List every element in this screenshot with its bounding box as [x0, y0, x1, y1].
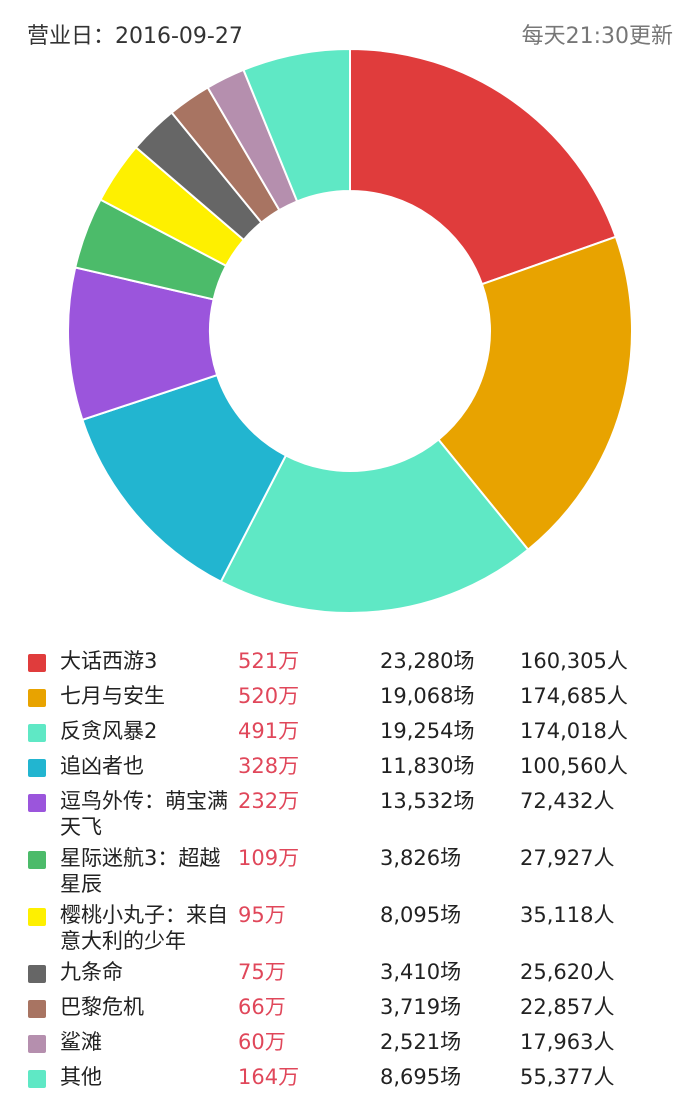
legend-swatch: [28, 851, 46, 869]
legend-swatch: [28, 1035, 46, 1053]
legend-swatch: [28, 654, 46, 672]
movie-name: 其他: [60, 1065, 102, 1089]
show-count: 13,532场: [380, 789, 475, 813]
donut-slice[interactable]: [81, 373, 288, 584]
movie-name: 九条命: [60, 960, 123, 984]
box-office: 491万: [238, 719, 300, 743]
audience-count: 160,305人: [520, 649, 628, 673]
audience-count: 17,963人: [520, 1030, 615, 1054]
movie-name: 大话西游3: [60, 649, 158, 673]
legend-row[interactable]: 其他 164万 8,695场 55,377人: [0, 1061, 700, 1096]
show-count: 23,280场: [380, 649, 475, 673]
show-count: 3,410场: [380, 960, 462, 984]
legend-swatch: [28, 689, 46, 707]
audience-count: 22,857人: [520, 995, 615, 1019]
legend-row[interactable]: 七月与安生 520万 19,068场 174,685人: [0, 680, 700, 715]
box-office: 75万: [238, 960, 286, 984]
movie-name: 七月与安生: [60, 684, 165, 708]
update-note: 每天21:30更新: [521, 24, 673, 49]
header: 营业日：2016-09-27 每天21:30更新: [0, 0, 700, 62]
movie-name: 鲨滩: [60, 1030, 102, 1054]
box-office: 232万: [238, 789, 300, 813]
box-office: 521万: [238, 649, 300, 673]
audience-count: 35,118人: [520, 903, 615, 927]
show-count: 2,521场: [380, 1030, 462, 1054]
box-office: 60万: [238, 1030, 286, 1054]
legend-row[interactable]: 逗鸟外传：萌宝满天飞 232万 13,532场 72,432人: [0, 785, 700, 842]
audience-count: 174,018人: [520, 719, 628, 743]
box-office: 109万: [238, 846, 300, 870]
donut-chart: [67, 47, 633, 614]
business-date: 营业日：2016-09-27: [27, 24, 243, 49]
legend-swatch: [28, 724, 46, 742]
donut-slice[interactable]: [219, 438, 530, 614]
box-office: 164万: [238, 1065, 300, 1089]
show-count: 8,095场: [380, 903, 462, 927]
legend-row[interactable]: 樱桃小丸子：来自意大利的少年 95万 8,095场 35,118人: [0, 899, 700, 956]
legend-swatch: [28, 1070, 46, 1088]
legend-swatch: [28, 759, 46, 777]
movie-name: 星际迷航3：超越星辰: [60, 846, 221, 896]
audience-count: 174,685人: [520, 684, 628, 708]
legend-row[interactable]: 鲨滩 60万 2,521场 17,963人: [0, 1026, 700, 1061]
legend-swatch: [28, 1000, 46, 1018]
legend-swatch: [28, 965, 46, 983]
show-count: 19,068场: [380, 684, 475, 708]
movie-name: 巴黎危机: [60, 995, 144, 1019]
donut-slice[interactable]: [437, 235, 633, 552]
audience-count: 100,560人: [520, 754, 628, 778]
show-count: 8,695场: [380, 1065, 462, 1089]
donut-slice[interactable]: [349, 47, 618, 286]
legend-row[interactable]: 九条命 75万 3,410场 25,620人: [0, 956, 700, 991]
legend-swatch: [28, 794, 46, 812]
audience-count: 72,432人: [520, 789, 615, 813]
show-count: 11,830场: [380, 754, 475, 778]
audience-count: 55,377人: [520, 1065, 615, 1089]
box-office: 66万: [238, 995, 286, 1019]
movie-name: 反贪风暴2: [60, 719, 158, 743]
movie-name: 追凶者也: [60, 754, 144, 778]
audience-count: 25,620人: [520, 960, 615, 984]
legend-row[interactable]: 大话西游3 521万 23,280场 160,305人: [0, 645, 700, 680]
box-office: 328万: [238, 754, 300, 778]
show-count: 3,826场: [380, 846, 462, 870]
show-count: 19,254场: [380, 719, 475, 743]
show-count: 3,719场: [380, 995, 462, 1019]
box-office: 95万: [238, 903, 286, 927]
box-office: 520万: [238, 684, 300, 708]
legend-row[interactable]: 星际迷航3：超越星辰 109万 3,826场 27,927人: [0, 842, 700, 899]
audience-count: 27,927人: [520, 846, 615, 870]
legend-row[interactable]: 反贪风暴2 491万 19,254场 174,018人: [0, 715, 700, 750]
legend-row[interactable]: 追凶者也 328万 11,830场 100,560人: [0, 750, 700, 785]
movie-name: 樱桃小丸子：来自意大利的少年: [60, 903, 228, 953]
movie-name: 逗鸟外传：萌宝满天飞: [60, 789, 228, 839]
donut-slice[interactable]: [242, 47, 351, 203]
legend-swatch: [28, 908, 46, 926]
legend-row[interactable]: 巴黎危机 66万 3,719场 22,857人: [0, 991, 700, 1026]
legend: 大话西游3 521万 23,280场 160,305人 七月与安生 520万 1…: [0, 645, 700, 1096]
